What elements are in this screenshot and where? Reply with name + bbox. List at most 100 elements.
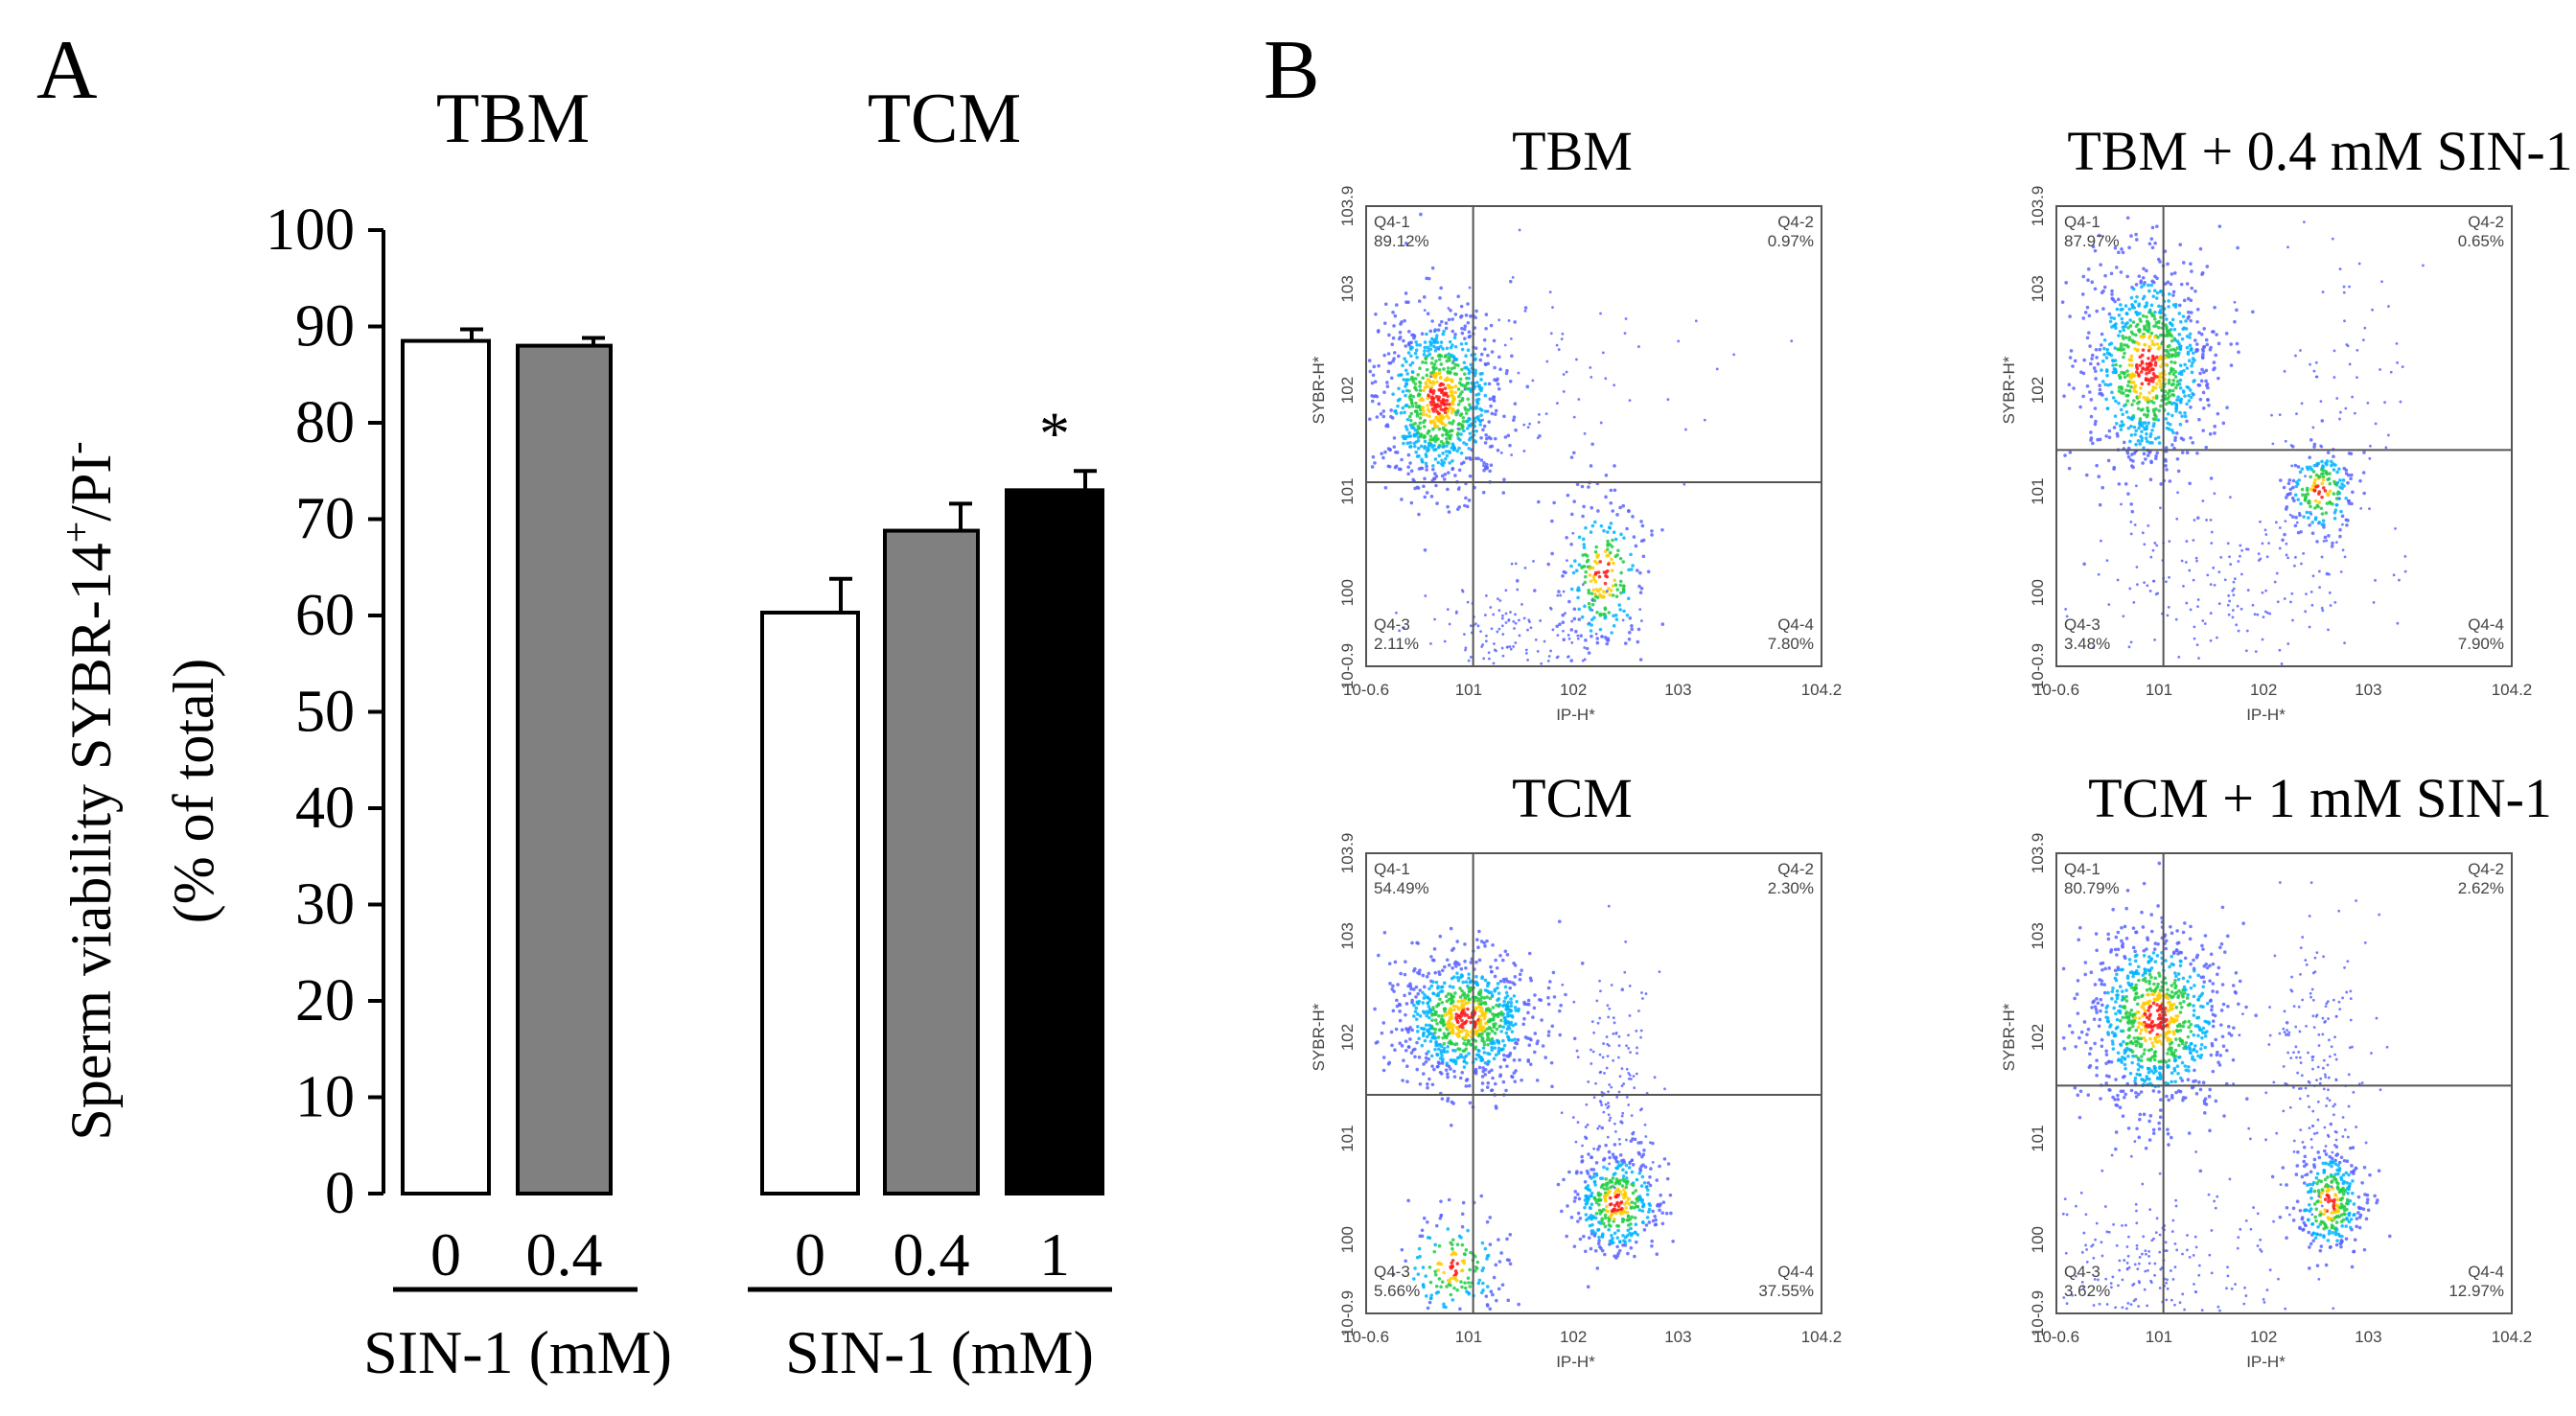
event-dot: [1392, 445, 1397, 449]
event-dot: [2215, 972, 2219, 977]
event-dot: [1396, 983, 1400, 987]
event-dot: [2189, 1030, 2193, 1033]
event-dot: [2167, 355, 2170, 360]
event-dot: [1413, 1266, 1417, 1270]
event-dot: [1473, 419, 1477, 424]
event-dot: [1490, 411, 1495, 416]
event-dot: [1620, 1219, 1625, 1224]
event-dot: [1389, 376, 1394, 381]
event-dot: [1512, 620, 1516, 623]
event-dot: [1417, 467, 1422, 471]
event-dot: [2189, 262, 2193, 267]
event-dot: [1490, 350, 1495, 354]
event-dot: [1396, 398, 1401, 403]
event-dot: [1576, 595, 1580, 600]
event-dot: [2251, 310, 2255, 314]
event-dot: [2120, 390, 2123, 395]
event-dot: [2141, 421, 2146, 425]
event-dot: [2123, 375, 2127, 379]
event-dot: [1566, 655, 1570, 659]
event-dot: [1451, 359, 1455, 362]
event-dot: [1581, 514, 1585, 519]
event-dot: [1403, 993, 1406, 998]
event-dot: [2231, 615, 2235, 619]
event-dot: [1479, 995, 1484, 1000]
event-dot: [2204, 445, 2209, 450]
event-dot: [1461, 590, 1465, 593]
event-dot: [1518, 972, 1522, 977]
event-dot: [1432, 362, 1437, 366]
event-dot: [1431, 427, 1435, 431]
event-dot: [2137, 395, 2142, 399]
event-dot: [2126, 326, 2130, 330]
event-dot: [1492, 1025, 1497, 1030]
event-dot: [2136, 406, 2141, 410]
event-dot: [1496, 986, 1499, 990]
event-dot: [1646, 1188, 1650, 1193]
event-dot: [1466, 407, 1471, 412]
event-dot: [1434, 366, 1438, 370]
event-dot: [1489, 1289, 1494, 1293]
event-dot: [2286, 642, 2290, 645]
event-dot: [2165, 426, 2170, 430]
flow-plot-title: TBM: [1512, 120, 1633, 182]
event-dot: [2300, 487, 2305, 492]
event-dot: [2328, 472, 2332, 476]
event-dot: [2233, 319, 2237, 324]
event-dot: [1492, 1018, 1496, 1022]
event-dot: [1430, 958, 1435, 963]
event-dot: [1630, 627, 1635, 632]
event-dot: [1587, 1080, 1590, 1083]
event-dot: [1454, 1015, 1458, 1020]
event-dot: [1422, 295, 1427, 299]
event-dot: [2114, 421, 2119, 426]
event-dot: [2332, 376, 2336, 379]
event-dot: [2185, 540, 2189, 543]
quadrant-name: Q4-3: [1374, 615, 1410, 634]
event-dot: [1596, 1148, 1600, 1151]
event-dot: [1668, 1193, 1673, 1197]
event-dot: [2231, 1057, 2236, 1062]
event-dot: [1418, 1234, 1423, 1239]
event-dot: [1446, 1021, 1450, 1025]
event-dot: [2167, 1143, 2170, 1147]
event-dot: [1494, 412, 1497, 416]
y-tick-label: 103.9: [1338, 186, 1357, 227]
event-dot: [2079, 370, 2083, 374]
event-dot: [1533, 993, 1537, 997]
event-dot: [2121, 412, 2125, 417]
event-dot: [2140, 429, 2144, 434]
event-dot: [2190, 311, 2193, 314]
event-dot: [2372, 600, 2376, 604]
quadrant-percent: 37.55%: [1758, 1282, 1814, 1300]
event-dot: [1571, 570, 1576, 575]
event-dot: [2359, 506, 2363, 510]
event-dot: [1521, 1022, 1526, 1027]
event-dot: [1429, 375, 1432, 379]
event-dot: [2320, 606, 2324, 610]
event-dot: [1561, 613, 1566, 617]
event-dot: [1402, 626, 1405, 629]
event-dot: [1522, 616, 1526, 620]
y-axis-label-line2: (% of total): [162, 659, 225, 924]
event-dot: [1483, 944, 1487, 948]
event-dot: [1468, 1267, 1472, 1272]
event-dot: [1605, 590, 1609, 593]
event-dot: [1427, 1057, 1431, 1061]
event-dot: [2205, 265, 2210, 268]
event-dot: [1422, 1072, 1426, 1076]
event-dot: [1404, 1048, 1408, 1053]
event-dot: [2174, 1090, 2178, 1095]
event-dot: [2094, 377, 2098, 381]
bar: [401, 338, 491, 1195]
event-dot: [2178, 386, 2183, 390]
event-dot: [1790, 339, 1794, 343]
event-dot: [1468, 431, 1473, 435]
quadrant-name: Q4-4: [2468, 615, 2504, 634]
event-dot: [1422, 353, 1427, 357]
event-dot: [2177, 303, 2182, 308]
event-dot: [2196, 1054, 2200, 1058]
event-dot: [1494, 1263, 1498, 1267]
event-dot: [1661, 1200, 1666, 1204]
event-dot: [1487, 990, 1491, 995]
